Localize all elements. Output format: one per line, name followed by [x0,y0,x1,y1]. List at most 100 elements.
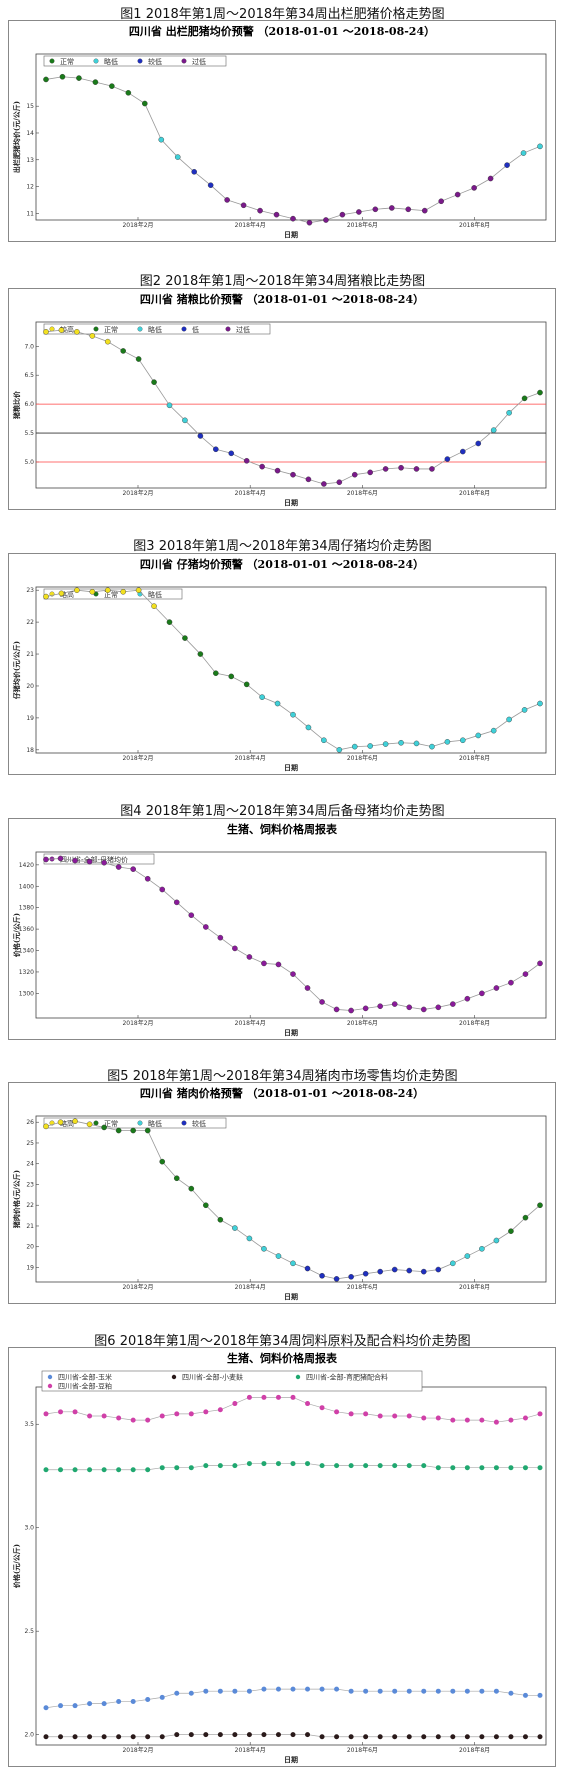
data-point [487,175,494,182]
data-point [72,1409,78,1415]
data-point [406,1688,412,1694]
data-point [475,732,482,739]
chart-frame [8,1347,556,1767]
x-axis-label: 日期 [284,1028,298,1037]
data-point [74,587,80,593]
data-point [130,1467,136,1473]
data-point [246,1235,253,1242]
data-point [144,1127,151,1134]
data-point [490,427,497,433]
x-tick-label: 2018年4月 [235,221,266,229]
data-point [130,1127,136,1134]
data-point [319,1405,325,1411]
data-point [116,1699,122,1705]
data-point [104,338,111,345]
data-point [101,1701,107,1707]
y-tick-label: 6.5 [24,372,34,379]
data-point [537,143,543,150]
y-axis-label: 猪肉价格(元/公斤) [12,1170,21,1229]
x-tick-label: 2018年4月 [235,1019,266,1027]
y-tick-label: 2.5 [24,1628,34,1635]
data-point [388,205,395,211]
data-point [508,1734,514,1740]
legend-marker [49,58,55,64]
data-point [392,1688,398,1694]
y-tick-label: 7.0 [24,343,34,350]
data-point [232,1688,238,1694]
data-point [405,206,412,213]
legend-label: 略高 [60,590,74,599]
data-point [450,1734,456,1740]
y-tick-label: 21 [26,1223,34,1230]
data-point [406,1734,412,1740]
data-point [377,1688,383,1694]
chart-4: 生猪、饲料价格周报表 1300 1320 1340 1360 1380 1400 1420 20… [8,818,556,1040]
data-point [217,1407,223,1413]
data-point [435,1734,441,1740]
data-point [444,739,451,745]
data-point [522,1734,528,1740]
data-point [188,912,195,918]
legend-label: 略低 [148,1119,162,1128]
data-point [319,1734,325,1740]
y-tick-label: 5.5 [24,430,34,437]
data-point [243,681,250,688]
data-point [188,1465,194,1471]
data-point [522,1465,528,1471]
data-point [537,389,543,396]
data-point [203,1688,209,1694]
x-tick-label: 2018年8月 [459,1283,490,1291]
data-point [72,1467,78,1473]
data-point [413,740,420,747]
data-point [319,1463,325,1469]
data-point [348,1734,354,1740]
legend-label: 四川省-全部-玉米 [58,1373,112,1382]
data-point [420,1268,427,1275]
data-point [43,856,49,863]
data-point [243,458,250,464]
data-point [454,191,461,198]
data-point [377,1413,383,1419]
legend-marker [93,58,99,64]
data-point [58,590,65,597]
x-axis-label: 日期 [284,1755,298,1764]
data-point [43,593,49,600]
y-tick-label: 5.0 [24,459,34,466]
data-point [188,1411,194,1417]
chart-3: 四川省 仔猪均价预警 （2018-01-01 ～2018-08-24） 18 19 2… [8,553,556,775]
data-point [372,206,379,213]
data-point [339,211,346,218]
y-tick-label: 2.0 [24,1732,34,1739]
data-point [261,1245,267,1252]
data-point [159,1734,165,1740]
data-point [182,635,188,641]
legend-label: 略高 [60,1119,74,1128]
data-point [435,1004,442,1011]
data-point [58,1467,64,1473]
y-tick-label: 20 [26,683,34,690]
data-point [72,1734,78,1740]
legend-label: 略低 [148,325,162,334]
data-point [101,1413,107,1419]
data-point [413,466,420,472]
data-point [290,1260,296,1267]
data-point [232,1463,238,1469]
x-tick-label: 2018年4月 [235,754,266,762]
data-point [197,651,204,657]
data-point [72,1703,78,1709]
x-tick-label: 2018年2月 [122,221,153,229]
data-point [141,100,148,107]
figure-caption: 图3 2018年第1周～2018年第34周仔猪均价走势图 [133,539,432,554]
data-point [246,1732,252,1738]
data-point [228,673,235,680]
data-point [290,1732,296,1738]
data-point [261,1686,267,1692]
data-point [450,1465,456,1471]
data-point [305,724,312,731]
y-axis-label: 出栏肥猪均价(元/公斤) [12,101,21,173]
data-point [86,858,93,865]
data-point [273,211,280,218]
x-axis-label: 日期 [284,1292,298,1301]
data-point [217,1216,224,1223]
data-point [537,1411,543,1417]
